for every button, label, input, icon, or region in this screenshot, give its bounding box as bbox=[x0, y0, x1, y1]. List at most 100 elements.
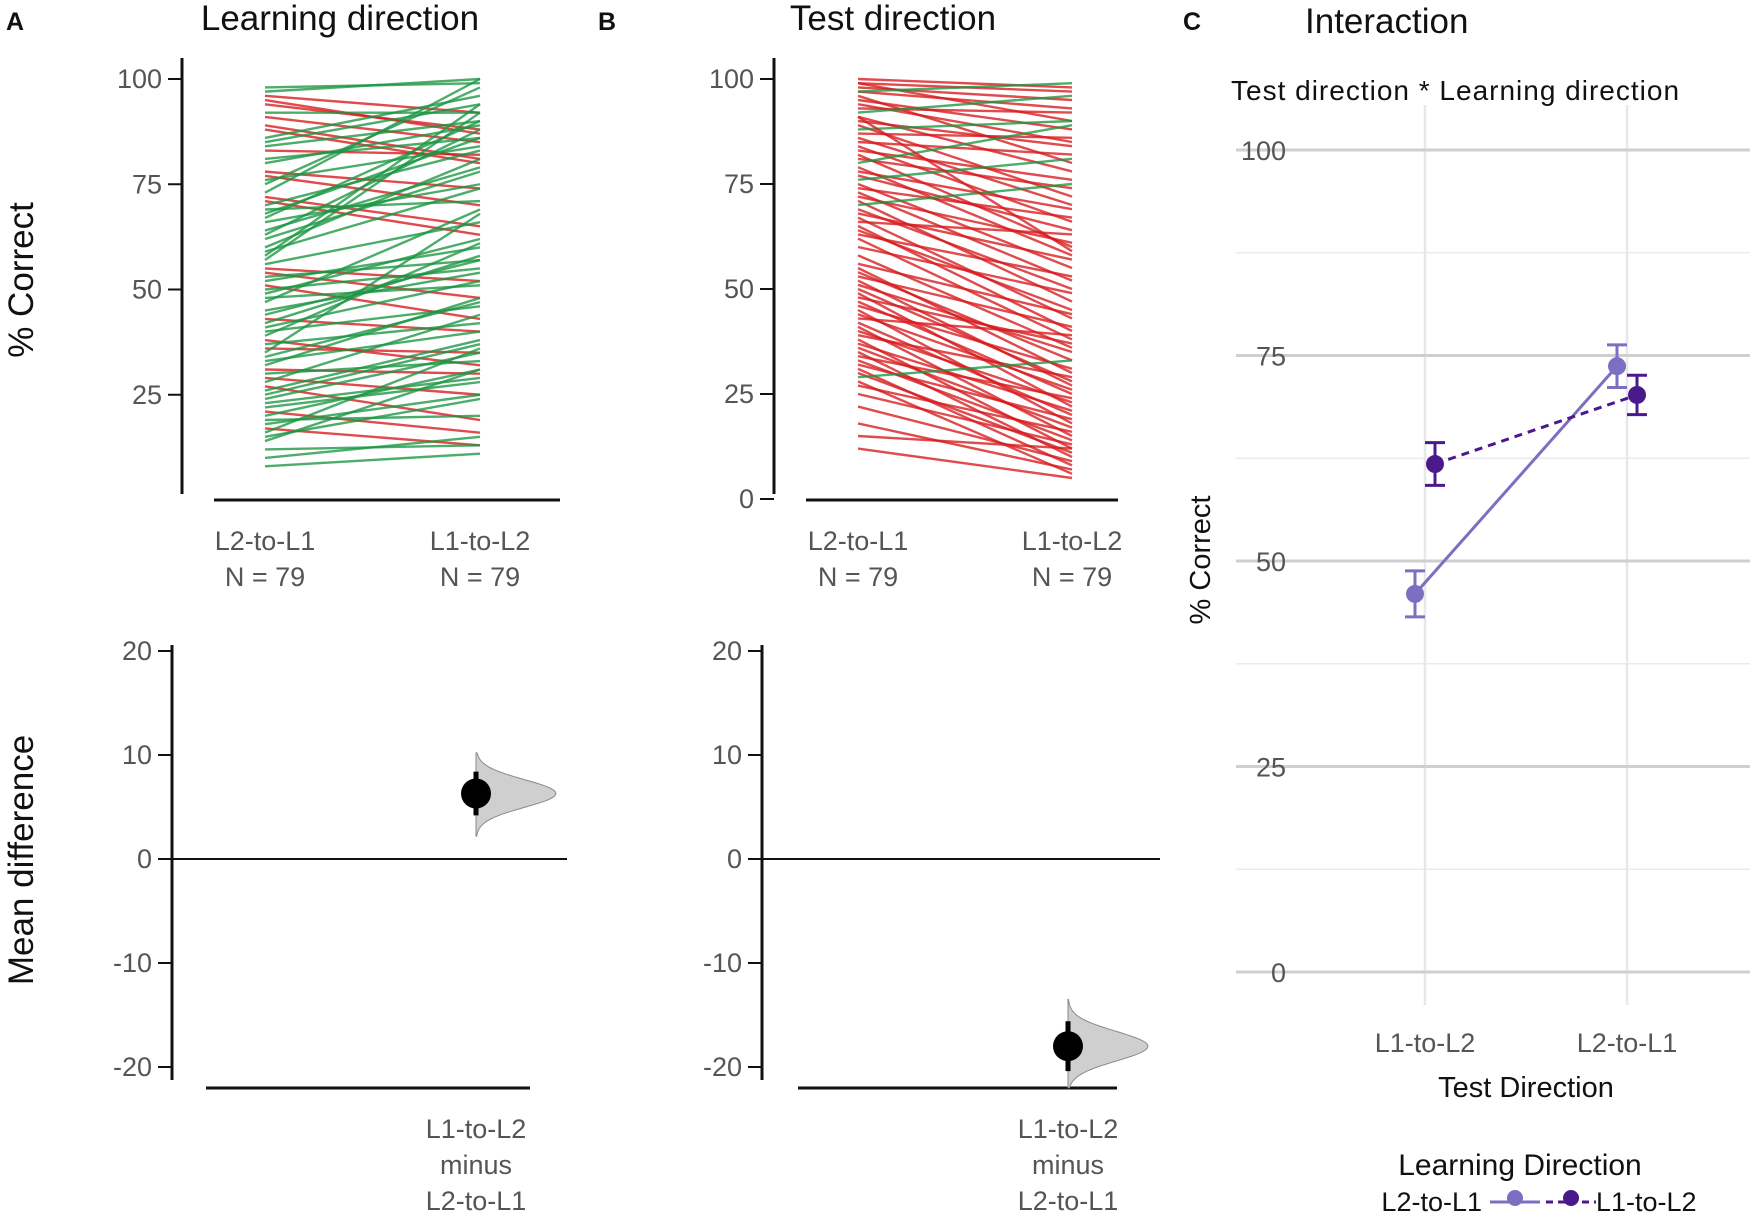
panel-a-top-y-tick-label: 25 bbox=[132, 380, 162, 410]
panel-b-bottom-x-label: L2-to-L1 bbox=[1018, 1186, 1119, 1216]
panel-b-bottom-mean-difference-point bbox=[1053, 1031, 1083, 1062]
panel-b-top-y-tick-label: 50 bbox=[724, 274, 754, 304]
panel-b-top-paired-line bbox=[857, 338, 1073, 450]
panel-a-top-category-label: L2-to-L1 bbox=[215, 526, 316, 556]
panel-b-top-paired-line bbox=[857, 422, 1073, 471]
panel-b-top-paired-line bbox=[857, 405, 1073, 463]
panel-c-point bbox=[1608, 357, 1626, 376]
panel-a-bottom-y-tick-label: -20 bbox=[113, 1052, 152, 1082]
panel-a-top-paired-line bbox=[264, 220, 481, 266]
panel-a-bottom-x-label: L2-to-L1 bbox=[426, 1186, 527, 1216]
panel-b-top-y-tick-label: 100 bbox=[709, 64, 754, 94]
panel-b-top-paired-line bbox=[857, 279, 1073, 387]
panel-a-top-paired-line bbox=[264, 271, 481, 300]
panel-a-top-paired-line bbox=[264, 300, 481, 359]
panel-c-title: Interaction bbox=[1305, 2, 1468, 41]
panel-b-top-paired-line bbox=[857, 271, 1073, 362]
panel-b-top-y-tick-label: 75 bbox=[724, 169, 754, 199]
panel-a-top-paired-line bbox=[264, 119, 481, 148]
panel-b-top-paired-line bbox=[857, 262, 1073, 316]
panel-b-top-paired-line bbox=[857, 124, 1073, 165]
panel-letter-b: B bbox=[598, 8, 616, 36]
panel-a-top-paired-line bbox=[264, 103, 481, 257]
panel-letter-a: A bbox=[6, 8, 24, 36]
panel-c-point bbox=[1628, 385, 1646, 404]
panel-c-y-tick-label: 0 bbox=[1271, 958, 1286, 988]
panel-c-series-line bbox=[1434, 393, 1638, 466]
panel-a-top-category-label: N = 79 bbox=[225, 562, 305, 592]
panel-b-top-paired-line bbox=[857, 82, 1073, 93]
panel-b-bottom-x-label: L1-to-L2 bbox=[1018, 1114, 1119, 1144]
panel-a-top-paired-line bbox=[264, 208, 481, 304]
panel-b-top-category-label: L2-to-L1 bbox=[808, 526, 909, 556]
panel-a-top-paired-line bbox=[264, 258, 481, 316]
panel-b-bottom-y-tick-label: -10 bbox=[703, 948, 742, 978]
panel-b-top-paired-line bbox=[857, 292, 1073, 408]
panel-a-top-paired-line bbox=[264, 380, 481, 409]
panel-b-top-category-label: N = 79 bbox=[1032, 562, 1112, 592]
panel-a-top-paired-line bbox=[264, 452, 481, 468]
panel-a-top-paired-line bbox=[264, 284, 481, 321]
panel-b-top-paired-line bbox=[857, 355, 1073, 400]
panel-a-top-paired-line bbox=[264, 174, 481, 207]
legend-label-l1-to-l2: L1-to-L2 bbox=[1596, 1187, 1697, 1217]
panel-b-top-paired-line bbox=[857, 119, 1073, 131]
panel-a-top-paired-line bbox=[264, 187, 481, 253]
panel-a-top-y-tick-label: 100 bbox=[117, 64, 162, 94]
panel-b-top-paired-line bbox=[857, 245, 1073, 295]
panel-a-title: Learning direction bbox=[201, 0, 479, 38]
panel-a-top-paired-line bbox=[264, 124, 481, 165]
panel-c-y-tick-label: 100 bbox=[1241, 136, 1286, 166]
panel-c-point bbox=[1426, 455, 1444, 474]
panel-b-top-paired-line bbox=[857, 166, 1073, 257]
panel-a-top-paired-line bbox=[264, 368, 481, 443]
panel-b-top-paired-line bbox=[857, 317, 1073, 337]
panel-a-bottom-y-tick-label: 0 bbox=[137, 844, 152, 874]
panel-b-top-paired-line bbox=[857, 296, 1073, 345]
panel-b-top-paired-line bbox=[857, 132, 1073, 139]
panel-a-top-paired-line bbox=[264, 271, 481, 312]
panel-a-top-paired-line bbox=[264, 136, 481, 161]
panel-b-top-paired-line bbox=[857, 136, 1073, 207]
panel-a-bottom-bootstrap-distribution bbox=[475, 752, 557, 837]
legend-label-l2-to-l1: L2-to-L1 bbox=[1381, 1187, 1482, 1217]
panel-a-top-paired-line bbox=[264, 166, 481, 232]
legend-title: Learning Direction bbox=[1398, 1149, 1641, 1182]
panel-a-top-paired-line bbox=[264, 397, 481, 439]
panel-b-top-paired-line bbox=[857, 119, 1073, 148]
panel-a-top-paired-line bbox=[264, 338, 481, 392]
panel-b-bottom-x-label: minus bbox=[1032, 1150, 1104, 1180]
panel-a-top-paired-line bbox=[264, 313, 481, 384]
panel-b-top-paired-line bbox=[857, 304, 1073, 370]
panel-a-top-paired-line bbox=[264, 157, 481, 249]
panel-a-top-paired-line bbox=[264, 347, 481, 434]
panel-b-top-paired-line bbox=[857, 157, 1073, 190]
panel-b-top-paired-line bbox=[857, 182, 1073, 207]
panel-b-top-paired-line bbox=[857, 447, 1073, 480]
panel-c-y-axis-title: % Correct bbox=[1185, 496, 1217, 625]
panel-a-top-category-label: L1-to-L2 bbox=[430, 526, 531, 556]
panel-b-top-paired-line bbox=[857, 359, 1073, 379]
panel-b-bottom-bootstrap-distribution bbox=[1067, 998, 1149, 1089]
panel-b-top-paired-line bbox=[857, 212, 1073, 261]
panel-b-top-paired-line bbox=[857, 195, 1073, 244]
panel-c-x-tick-label: L1-to-L2 bbox=[1375, 1028, 1476, 1058]
panel-a-top-paired-line bbox=[264, 351, 481, 401]
panel-a-top-category-label: N = 79 bbox=[440, 562, 520, 592]
panel-b-top-paired-line bbox=[857, 334, 1073, 379]
panel-c-x-axis-title: Test Direction bbox=[1438, 1072, 1614, 1104]
panel-a-top-paired-line bbox=[264, 435, 481, 460]
panel-b-bottom-y-tick-label: 0 bbox=[727, 844, 742, 874]
panel-b-top-paired-line bbox=[857, 124, 1073, 198]
panel-a-top-paired-line bbox=[264, 376, 481, 396]
panel-b-top-paired-line bbox=[857, 149, 1073, 181]
panel-b-top-paired-line bbox=[857, 187, 1073, 219]
panel-b-top-y-tick-label: 0 bbox=[739, 484, 754, 514]
bottom-y-axis-title: Mean difference bbox=[2, 735, 41, 985]
panel-b-top-paired-line bbox=[857, 170, 1073, 211]
panel-b-top-paired-line bbox=[857, 233, 1073, 278]
panel-a-top-paired-line bbox=[264, 237, 481, 295]
panel-b-top-paired-line bbox=[857, 371, 1073, 454]
panel-b-top-paired-line bbox=[857, 157, 1073, 181]
